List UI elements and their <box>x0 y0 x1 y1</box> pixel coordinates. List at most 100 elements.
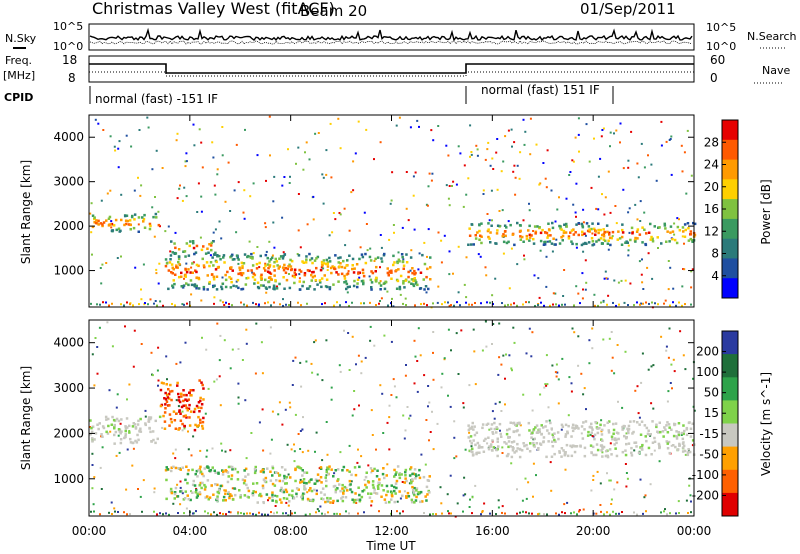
heatmap-cell <box>530 355 533 358</box>
heatmap-cell <box>179 419 183 422</box>
heatmap-cell <box>652 407 655 410</box>
heatmap-cell <box>660 242 663 245</box>
heatmap-cell <box>547 222 550 225</box>
heatmap-cell <box>610 453 613 456</box>
heatmap-cell <box>310 478 313 481</box>
heatmap-cell <box>269 452 272 455</box>
heatmap-cell <box>326 499 330 502</box>
heatmap-cell <box>393 489 396 493</box>
heatmap-cell <box>432 139 435 142</box>
heatmap-cell <box>419 271 423 274</box>
heatmap-cell <box>100 199 103 202</box>
heatmap-cell <box>528 450 532 453</box>
heatmap-cell <box>258 266 261 269</box>
heatmap-cell <box>590 422 593 426</box>
heatmap-cell <box>334 488 338 491</box>
heatmap-cell <box>505 432 509 436</box>
heatmap-cell <box>504 403 506 406</box>
heatmap-cell <box>365 471 368 474</box>
heatmap-cell <box>356 498 359 501</box>
heatmap-cell <box>199 418 202 422</box>
heatmap-cell <box>179 361 182 364</box>
heatmap-cell <box>507 220 510 223</box>
heatmap-cell <box>548 240 552 243</box>
heatmap-cell <box>224 489 227 492</box>
heatmap-cell <box>549 304 551 307</box>
heatmap-cell <box>514 176 517 179</box>
heatmap-cell <box>629 282 632 285</box>
heatmap-cell <box>165 512 167 515</box>
heatmap-cell <box>244 467 248 471</box>
heatmap-cell <box>100 282 103 285</box>
heatmap-cell <box>547 228 551 231</box>
heatmap-cell <box>467 424 470 427</box>
heatmap-cell <box>591 222 594 225</box>
heatmap-cell <box>339 304 341 307</box>
heatmap-cell <box>187 469 190 472</box>
heatmap-cell <box>268 260 271 263</box>
heatmap-cell <box>184 404 187 407</box>
heatmap-cell <box>593 433 597 437</box>
heatmap-cell <box>383 498 387 501</box>
heatmap-cell <box>516 512 518 515</box>
heatmap-cell <box>564 303 566 306</box>
heatmap-cell <box>207 498 210 501</box>
heatmap-cell <box>249 195 252 198</box>
heatmap-cell <box>379 384 382 387</box>
heatmap-cell <box>301 451 304 454</box>
heatmap-cell <box>376 485 380 488</box>
heatmap-cell <box>365 128 368 131</box>
heatmap-cell <box>147 303 149 306</box>
heatmap-cell <box>297 433 300 435</box>
heatmap-cell <box>170 491 174 495</box>
heatmap-cell <box>221 473 225 476</box>
heatmap-cell <box>289 406 292 409</box>
heatmap-cell <box>634 389 637 392</box>
heatmap-cell <box>245 328 248 331</box>
nave-trace <box>89 71 694 77</box>
heatmap-cell <box>237 262 240 265</box>
heatmap-cell <box>104 415 108 419</box>
heatmap-cell <box>684 453 687 456</box>
heatmap-cell <box>212 264 215 267</box>
heatmap-cell <box>321 173 324 176</box>
heatmap-cell <box>495 448 498 451</box>
heatmap-cell <box>193 284 197 287</box>
heatmap-cell <box>627 427 631 431</box>
heatmap-cell <box>447 154 450 157</box>
heatmap-cell <box>621 231 625 234</box>
heatmap-cell <box>184 275 187 278</box>
heatmap-cell <box>440 386 443 389</box>
heatmap-cell <box>516 442 519 446</box>
heatmap-cell <box>634 203 637 206</box>
heatmap-cell <box>215 288 219 291</box>
heatmap-cell <box>213 296 216 299</box>
heatmap-cell <box>539 239 543 243</box>
heatmap-cell <box>533 225 537 228</box>
heatmap-cell <box>537 277 540 280</box>
heatmap-cell <box>587 225 591 228</box>
heatmap-cell <box>362 282 365 286</box>
velocity-heatmap <box>89 320 696 518</box>
heatmap-cell <box>168 413 172 416</box>
heatmap-cell <box>297 229 300 232</box>
heatmap-cell <box>172 410 176 413</box>
heatmap-cell <box>658 421 661 424</box>
heatmap-cell <box>333 304 335 307</box>
heatmap-cell <box>386 271 390 275</box>
heatmap-cell <box>688 421 691 424</box>
heatmap-cell <box>199 449 202 452</box>
heatmap-cell <box>660 511 662 514</box>
heatmap-cell <box>274 494 277 497</box>
heatmap-cell <box>448 250 451 253</box>
heatmap-cell <box>609 442 612 445</box>
heatmap-cell <box>457 373 460 375</box>
heatmap-cell <box>590 237 594 240</box>
heatmap-cell <box>259 276 263 279</box>
heatmap-cell <box>342 259 345 263</box>
velocity-colorbar-tick-label: -100 <box>692 468 719 482</box>
heatmap-cell <box>151 168 154 171</box>
heatmap-cell <box>681 170 684 173</box>
heatmap-cell <box>454 515 457 518</box>
heatmap-cell <box>266 263 270 266</box>
